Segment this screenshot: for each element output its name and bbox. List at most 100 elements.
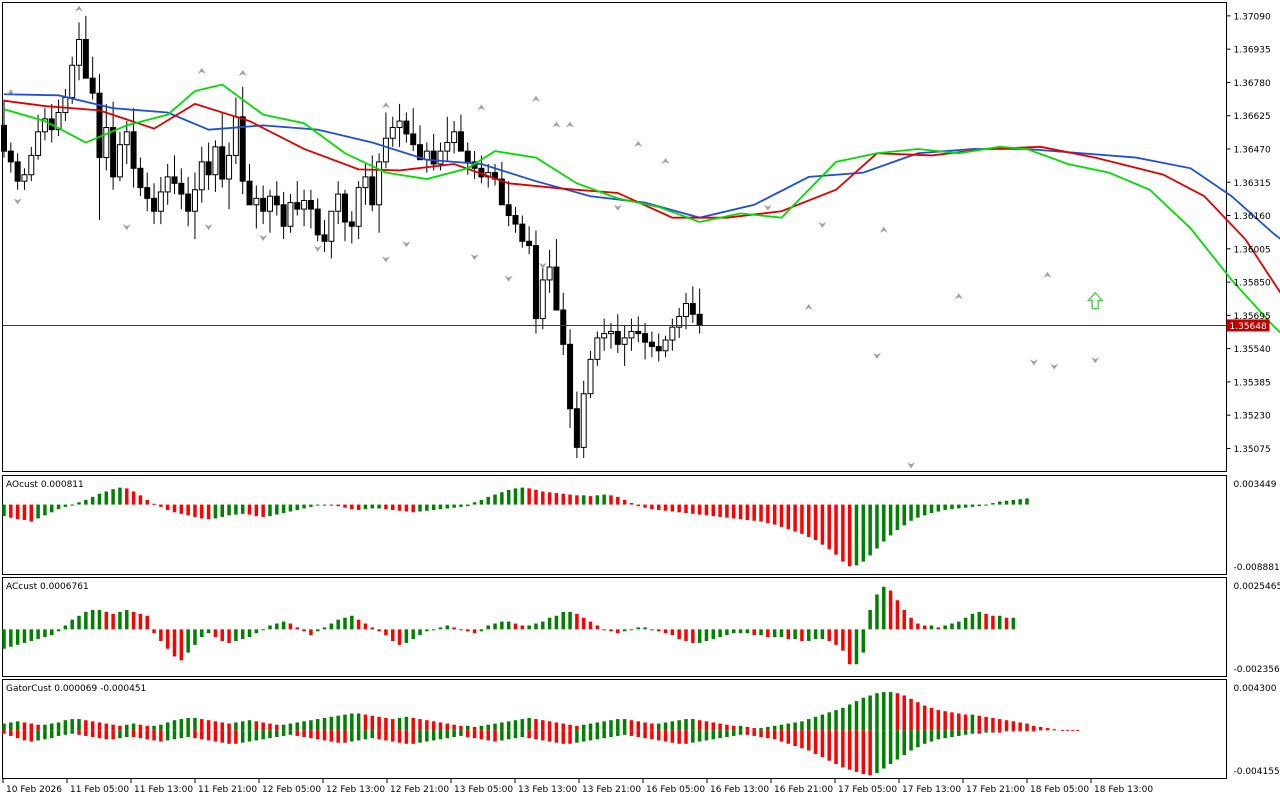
fractal-up-marker (238, 69, 247, 76)
gator-bar (841, 730, 845, 768)
gator-bar (234, 722, 238, 731)
gator-pane[interactable] (2, 679, 1227, 779)
candle-body (328, 210, 335, 242)
gator-y-tick-label: 0.004300 (1234, 684, 1277, 694)
ac-bar (431, 629, 436, 631)
ao-bar (22, 504, 27, 520)
gator-bar (288, 723, 293, 731)
ac-bar (404, 629, 409, 643)
ac-bar (861, 629, 866, 653)
candle-body (287, 202, 294, 227)
ao-bar (363, 504, 368, 510)
x-axis-tick-label: 17 Feb 13:00 (902, 785, 961, 795)
gator-bar (568, 730, 572, 744)
candle-body (607, 330, 614, 335)
candle-body (532, 245, 539, 320)
ac-bar (288, 623, 293, 630)
ao-bar (547, 492, 552, 505)
ao-bar (315, 504, 320, 506)
gator-bar (813, 730, 818, 754)
candle-body (376, 161, 383, 206)
ac-bar (43, 629, 47, 638)
candle-body (130, 131, 137, 169)
ao-bar (445, 504, 450, 509)
axes: 1.35648 1.37090 1.36935 1.36780 1.36625 1.364… (2, 12, 1280, 795)
ao-bar (656, 504, 661, 510)
gator-bar (425, 720, 429, 731)
gator-bar (868, 695, 872, 731)
ao-bar (847, 504, 852, 567)
candle-body (457, 131, 464, 152)
ac-bar (581, 617, 586, 630)
ac-bar (70, 619, 74, 630)
ao-bar (588, 496, 593, 505)
ac-pane[interactable] (2, 577, 1227, 677)
fractal-down-marker (470, 254, 479, 261)
ao-bar (882, 504, 886, 542)
gator-bar (2, 730, 6, 734)
gator-bar (943, 730, 947, 739)
ao-bar (950, 504, 954, 510)
ao-bar (977, 504, 982, 507)
ao-bar (390, 504, 395, 510)
gator-bar (77, 719, 81, 731)
x-axis-tick-label: 11 Feb 21:00 (198, 785, 257, 795)
ac-bar (200, 629, 204, 638)
ac-bar (650, 629, 654, 631)
ao-bar (888, 504, 893, 536)
gator-bar (159, 724, 163, 731)
gator-bar (459, 730, 463, 736)
gator-bar (193, 730, 197, 739)
gator-bar (800, 730, 804, 749)
gator-bar (786, 730, 791, 744)
candle-body (191, 189, 198, 212)
ao-bar (234, 504, 238, 515)
ao-pane[interactable] (2, 475, 1227, 575)
candle-body (321, 234, 328, 242)
ac-bar (547, 617, 552, 630)
fractal-down-marker (13, 198, 22, 205)
gator-bar (97, 722, 102, 731)
gator-bar (63, 720, 68, 731)
gator-bar (909, 730, 913, 751)
ac-bar (745, 629, 750, 634)
y-axis-tick-label: 1.35540 (1234, 345, 1271, 355)
ac-bar (315, 629, 320, 632)
price-pane[interactable] (2, 2, 1227, 472)
ao-bar (745, 504, 750, 520)
gator-bar (404, 730, 409, 744)
candle-body (553, 266, 560, 311)
ac-bar (104, 611, 109, 630)
gator-bar (500, 722, 504, 731)
ac-bar (834, 629, 838, 645)
gator-bar (718, 730, 722, 739)
gator-bar (350, 730, 354, 742)
ac-histogram (2, 586, 1016, 665)
ac-bar (725, 629, 729, 636)
ao-bar (309, 504, 313, 507)
ac-bar (929, 625, 934, 630)
ao-bar (438, 504, 443, 510)
ao-bar (663, 504, 668, 511)
ac-bar (275, 623, 279, 630)
gator-bar (793, 722, 797, 731)
gator-bar (104, 730, 109, 740)
ao-bar (936, 504, 941, 512)
ac-bar (963, 617, 968, 630)
ao-bar (411, 504, 415, 513)
gator-bar (159, 730, 163, 742)
gator-bar (541, 730, 545, 741)
y-axis-tick-label: 1.35075 (1234, 445, 1271, 455)
candle-body (7, 150, 14, 163)
gator-bar (936, 710, 941, 731)
fractal-up-marker (634, 140, 643, 147)
gator-bar (616, 719, 620, 731)
gator-bar (15, 721, 20, 731)
ac-bar (841, 629, 845, 651)
fractal-down-marker (122, 224, 131, 231)
gator-bar (350, 713, 354, 731)
ac-bar (636, 627, 641, 630)
gator-bar (568, 724, 572, 731)
gator-bar (588, 723, 593, 731)
